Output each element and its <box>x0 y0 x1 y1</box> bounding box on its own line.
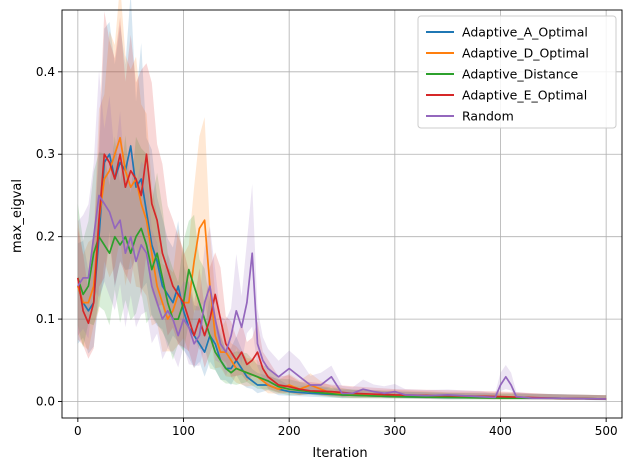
series-band-2 <box>77 0 607 401</box>
series-line-4 <box>76 153 607 400</box>
legend-entry: Adaptive_D_Optimal <box>462 46 589 61</box>
y-tick-label: 0.2 <box>36 230 55 244</box>
series-line-3 <box>76 227 607 400</box>
series-line-5 <box>77 194 607 400</box>
y-tick-label: 0.1 <box>36 312 55 326</box>
legend-entry: Random <box>462 109 514 124</box>
x-axis-label: Iteration <box>312 446 367 461</box>
x-tick-label: 200 <box>278 424 301 438</box>
series-band-1 <box>77 0 607 401</box>
x-tick-label: 400 <box>489 424 512 438</box>
legend-entry: Adaptive_E_Optimal <box>462 88 587 103</box>
y-tick-label: 0.3 <box>36 147 55 161</box>
legend-entry: Adaptive_A_Optimal <box>462 25 588 40</box>
x-tick-label: 500 <box>595 424 618 438</box>
x-tick-label: 0 <box>74 424 82 438</box>
plot-frame <box>61 9 623 419</box>
y-axis-label: max_eigval <box>10 179 25 253</box>
series-band-4 <box>77 11 607 400</box>
legend-box <box>417 15 617 129</box>
series-line-2 <box>76 136 607 400</box>
legend-entry: Adaptive_Distance <box>462 67 579 82</box>
y-tick-label: 0.0 <box>36 395 55 409</box>
x-tick-label: 100 <box>172 424 195 438</box>
x-tick-label: 300 <box>383 424 406 438</box>
y-tick-label: 0.4 <box>36 65 55 79</box>
